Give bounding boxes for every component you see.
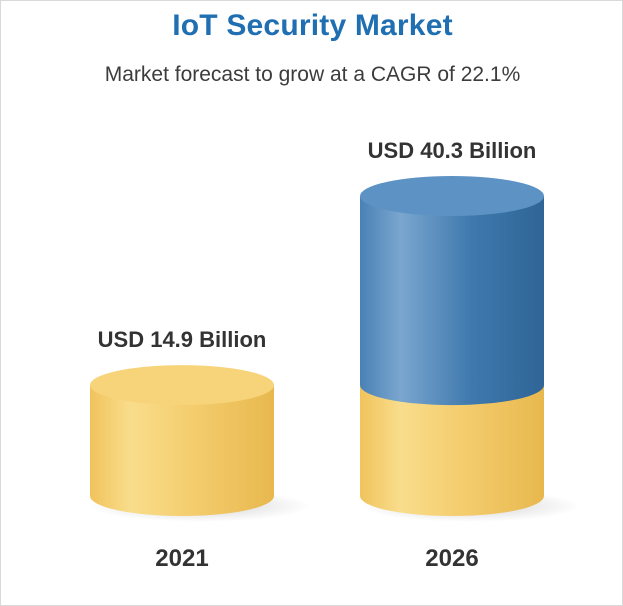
bars-group: USD 14.9 Billion 2021 USD 40.3 Billion 2026 xyxy=(90,138,580,572)
category-label-2026: 2026 xyxy=(425,545,478,572)
bar-2026-base-segment-body xyxy=(360,385,544,516)
category-label-2021: 2021 xyxy=(155,545,208,572)
value-label-2021: USD 14.9 Billion xyxy=(98,327,267,352)
bar-2021-body xyxy=(90,385,274,516)
value-label-2026: USD 40.3 Billion xyxy=(368,138,537,163)
chart-title: IoT Security Market xyxy=(172,9,453,42)
bar-2021-top xyxy=(90,365,274,406)
bar-2026-growth-segment-body xyxy=(360,196,544,406)
chart-subtitle: Market forecast to grow at a CAGR of 22.… xyxy=(104,63,521,86)
bar-2026-growth-segment-top xyxy=(360,176,544,216)
